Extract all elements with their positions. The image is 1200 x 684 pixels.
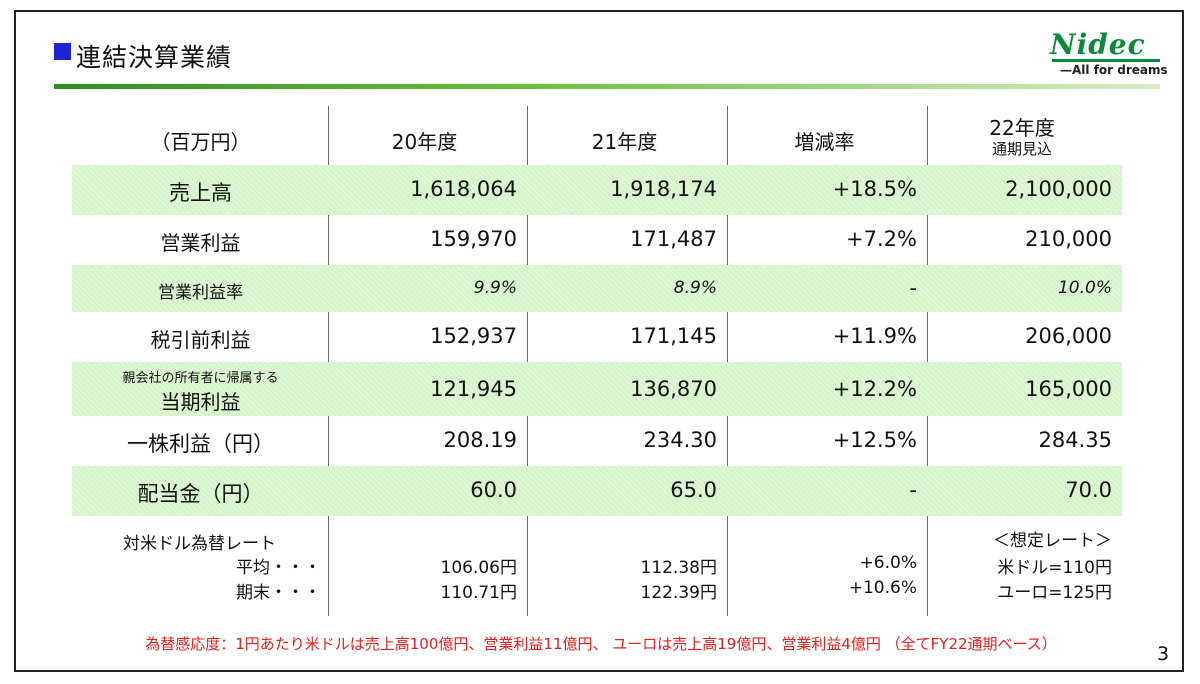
fx-end-fy20: 110.71円 bbox=[440, 583, 517, 603]
row-label: 営業利益率 bbox=[158, 283, 243, 303]
cell-fy20: 159,970 bbox=[430, 227, 517, 251]
table-row: 営業利益率 9.9% 8.9% - 10.0% bbox=[72, 265, 1122, 312]
cell-change: +18.5% bbox=[832, 177, 917, 201]
cell-fy22: 2,100,000 bbox=[1005, 177, 1112, 201]
table-header: （百万円） 20年度 21年度 増減率 22年度 通期見込 bbox=[72, 106, 1122, 170]
page-title: 連結決算業績 bbox=[76, 43, 233, 72]
fx-avg-fy20: 106.06円 bbox=[440, 558, 517, 578]
fx-assumed-usd: 米ドル=110円 bbox=[997, 558, 1112, 578]
page-number: 3 bbox=[1157, 643, 1170, 665]
row-label-small: 親会社の所有者に帰属する bbox=[122, 371, 279, 386]
nidec-logo: Nidec bbox=[1050, 28, 1146, 61]
cell-change: +12.2% bbox=[832, 377, 917, 401]
cell-fy22: 206,000 bbox=[1025, 324, 1112, 348]
table-row: 営業利益 159,970 171,487 +7.2% 210,000 bbox=[72, 215, 1122, 265]
cell-fy21: 8.9% bbox=[673, 278, 717, 298]
fx-avg-change: +6.0% bbox=[859, 553, 917, 573]
fx-assumed-title: ＜想定レート＞ bbox=[993, 531, 1112, 551]
logo-tagline: —All for dreams bbox=[1060, 63, 1168, 77]
row-label: 売上高 bbox=[169, 181, 232, 205]
fx-sensitivity-note: 為替感応度：1円あたり米ドルは売上高100億円、営業利益11億円、 ユーロは売上… bbox=[145, 635, 1057, 653]
cell-fy22: 70.0 bbox=[1065, 478, 1112, 502]
fx-end-change: +10.6% bbox=[848, 578, 917, 598]
fx-assumed-eur: ユーロ=125円 bbox=[997, 583, 1112, 603]
cell-fy22: 10.0% bbox=[1057, 278, 1112, 298]
table-row: 配当金（円） 60.0 65.0 - 70.0 bbox=[72, 466, 1122, 516]
cell-fy21: 171,145 bbox=[630, 324, 717, 348]
header-fy21: 21年度 bbox=[591, 130, 658, 154]
column-divider bbox=[527, 106, 528, 616]
cell-fy21: 1,918,174 bbox=[610, 177, 717, 201]
column-divider bbox=[927, 106, 928, 616]
fx-title: 対米ドル為替レート bbox=[123, 534, 276, 554]
cell-fy20: 9.9% bbox=[473, 278, 517, 298]
column-divider bbox=[328, 106, 329, 616]
fx-end-fy21: 122.39円 bbox=[640, 583, 717, 603]
unit-label: （百万円） bbox=[150, 130, 251, 154]
cell-fy21: 171,487 bbox=[630, 227, 717, 251]
header-fy22: 22年度 bbox=[989, 116, 1055, 140]
cell-change: +12.5% bbox=[832, 428, 917, 452]
table-row: 売上高 1,618,064 1,918,174 +18.5% 2,100,000 bbox=[72, 165, 1122, 215]
fx-average-label: 平均・・・ bbox=[236, 558, 321, 578]
table-row: 税引前利益 152,937 171,145 +11.9% 206,000 bbox=[72, 312, 1122, 362]
cell-fy22: 165,000 bbox=[1025, 377, 1112, 401]
row-label: 一株利益（円） bbox=[127, 432, 274, 456]
row-label: 営業利益 bbox=[160, 231, 241, 255]
cell-fy21: 136,870 bbox=[630, 377, 717, 401]
cell-fy20: 1,618,064 bbox=[410, 177, 517, 201]
slide: 連結決算業績 Nidec —All for dreams （百万円） 20年度 … bbox=[14, 10, 1184, 672]
cell-fy22: 284.35 bbox=[1038, 428, 1112, 452]
cell-fy21: 234.30 bbox=[643, 428, 717, 452]
title-divider bbox=[54, 84, 1160, 89]
header-fy20: 20年度 bbox=[391, 130, 458, 154]
cell-fy20: 121,945 bbox=[430, 377, 517, 401]
cell-fy22: 210,000 bbox=[1025, 227, 1112, 251]
cell-fy20: 60.0 bbox=[470, 478, 517, 502]
row-label: 当期利益 bbox=[160, 390, 241, 414]
title-marker-icon bbox=[54, 43, 71, 60]
cell-fy20: 208.19 bbox=[443, 428, 517, 452]
fx-avg-fy21: 112.38円 bbox=[640, 558, 717, 578]
header-fy22-forecast: 通期見込 bbox=[991, 140, 1052, 158]
cell-change: +7.2% bbox=[846, 227, 917, 251]
table-row: 親会社の所有者に帰属する 当期利益 121,945 136,870 +12.2%… bbox=[72, 362, 1122, 416]
logo-swoosh-icon bbox=[1052, 59, 1160, 62]
header-change-rate: 増減率 bbox=[794, 130, 855, 154]
column-divider bbox=[727, 106, 728, 616]
cell-fy21: 65.0 bbox=[670, 478, 717, 502]
cell-change: +11.9% bbox=[832, 324, 917, 348]
fx-period-end-label: 期末・・・ bbox=[236, 583, 321, 603]
row-label: 税引前利益 bbox=[150, 328, 251, 352]
cell-fy20: 152,937 bbox=[430, 324, 517, 348]
row-label: 配当金（円） bbox=[137, 482, 264, 506]
table-row: 一株利益（円） 208.19 234.30 +12.5% 284.35 bbox=[72, 416, 1122, 466]
cell-change: - bbox=[909, 478, 917, 502]
cell-change: - bbox=[909, 276, 917, 300]
